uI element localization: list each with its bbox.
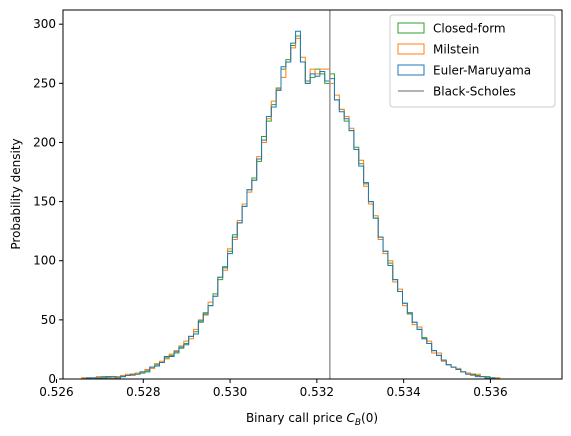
y-tick-label: 300: [33, 17, 56, 31]
legend: Closed-form Milstein Euler-Maruyama Blac…: [389, 14, 556, 108]
y-tick-label: 200: [33, 135, 56, 149]
x-tick-label: 0.532: [300, 385, 334, 399]
legend-label-euler-maruyama: Euler-Maruyama: [433, 64, 531, 78]
x-axis-label: Binary call price CB(0): [246, 411, 378, 428]
y-tick-label: 0: [48, 372, 56, 386]
legend-item-black-scholes: Black-Scholes: [398, 85, 516, 99]
y-tick-label: 150: [33, 195, 56, 209]
legend-item-milstein: Milstein: [397, 43, 479, 57]
legend-label-closed-form: Closed-form: [433, 22, 506, 36]
legend-item-closed-form: Closed-form: [397, 22, 506, 36]
legend-item-euler-maruyama: Euler-Maruyama: [397, 64, 531, 78]
plot-frame: [62, 9, 563, 380]
x-tick-label: 0.526: [39, 385, 73, 399]
legend-swatch-closed-form: [397, 22, 425, 34]
y-tick-label: 100: [33, 254, 56, 268]
legend-swatch-milstein: [397, 43, 425, 55]
x-tick-label: 0.534: [386, 385, 420, 399]
histogram-euler-maruyama: [76, 30, 510, 380]
y-tick-label: 250: [33, 76, 56, 90]
y-axis-label: Probability density: [9, 138, 23, 249]
y-tick-label: 50: [41, 313, 56, 327]
x-axis: 0.526 0.528 0.530 0.532 0.534 0.536: [39, 379, 508, 399]
x-tick-label: 0.530: [213, 385, 247, 399]
legend-label-milstein: Milstein: [433, 43, 479, 57]
y-axis: 0 50 100 150 200 250 300: [33, 17, 63, 386]
series-layer: [76, 30, 510, 380]
x-tick-label: 0.536: [473, 385, 507, 399]
legend-frame: [389, 14, 556, 108]
x-tick-label: 0.528: [126, 385, 160, 399]
legend-swatch-euler-maruyama: [397, 64, 425, 76]
legend-label-black-scholes: Black-Scholes: [433, 85, 516, 99]
